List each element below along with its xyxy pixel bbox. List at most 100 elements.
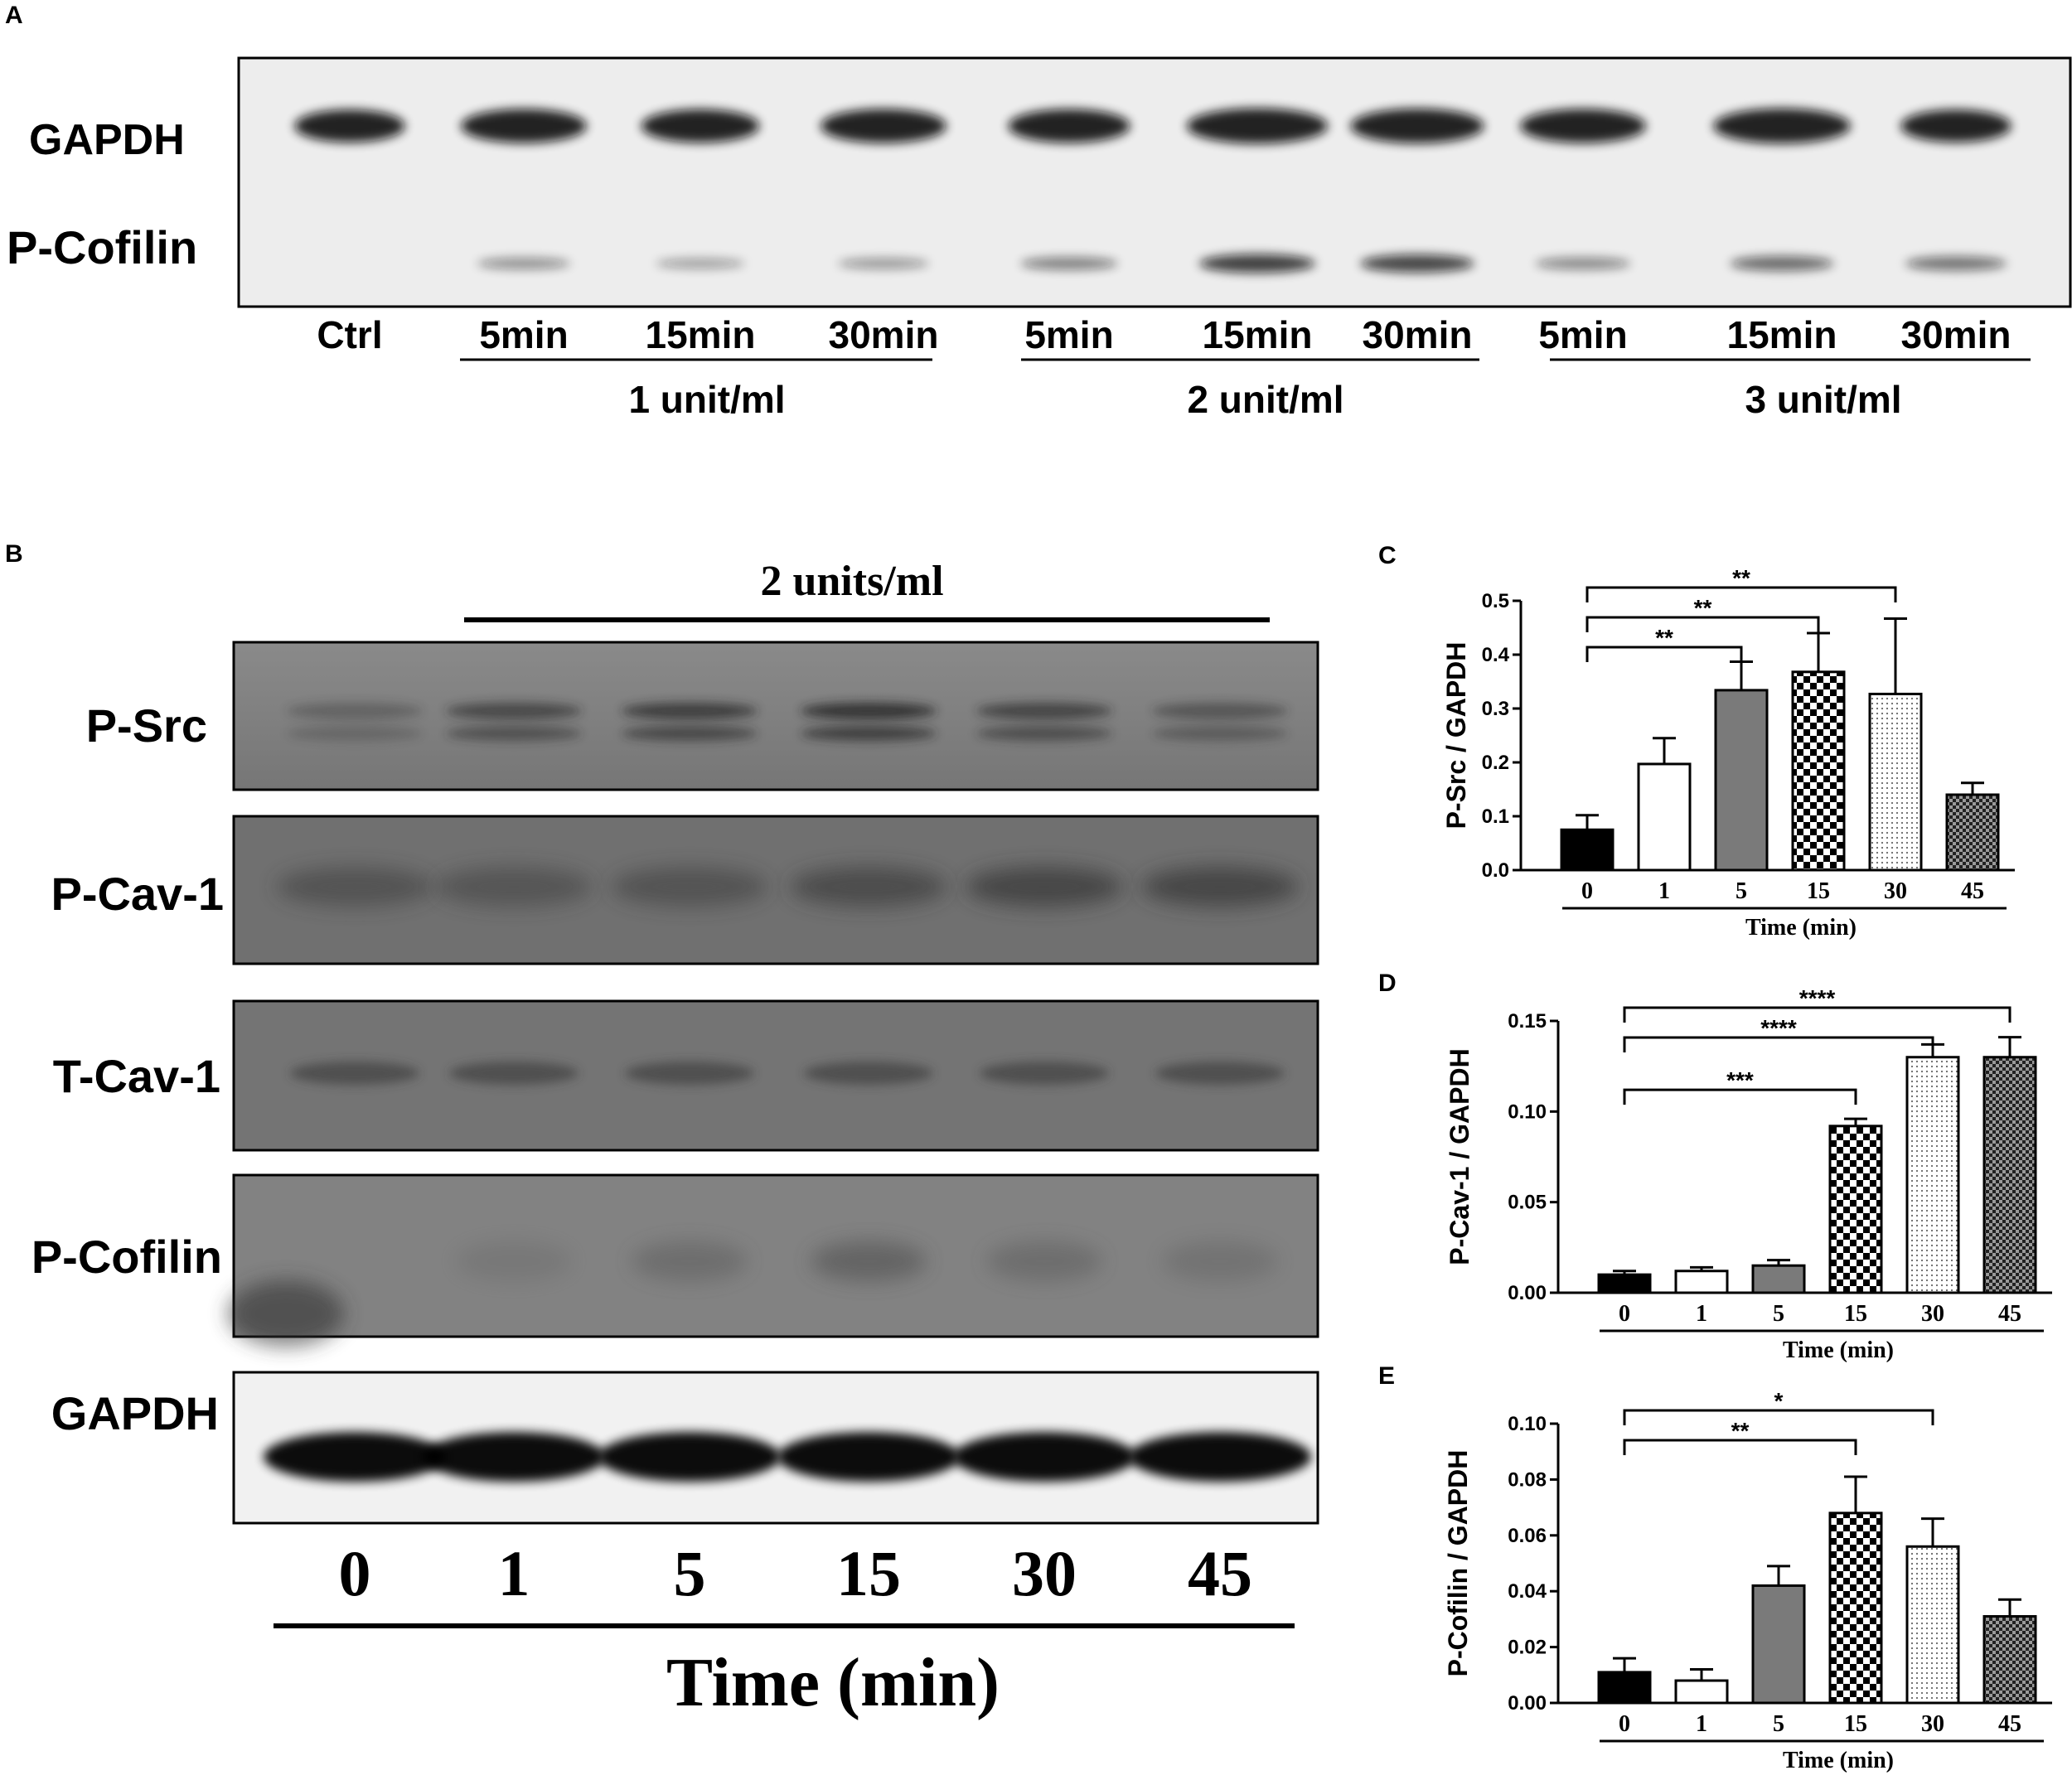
x-axis-label: Time (min) bbox=[1745, 915, 1857, 941]
x-tick-label: 30 bbox=[1921, 1711, 1944, 1737]
bar bbox=[1637, 762, 1692, 872]
pcofilin-band bbox=[838, 258, 929, 269]
chart-letter: D bbox=[1378, 970, 1397, 997]
tcav1-band bbox=[980, 1062, 1109, 1085]
y-tick-label: 0.06 bbox=[1508, 1525, 1547, 1547]
x-tick-label: 5 bbox=[1736, 878, 1747, 904]
gapdh-band bbox=[1129, 1432, 1311, 1482]
y-tick-label: 0.04 bbox=[1508, 1580, 1547, 1603]
gel-b-label-gapdh: GAPDH bbox=[51, 1387, 219, 1439]
pcofilin-band bbox=[1730, 256, 1834, 271]
psrc-band-upper bbox=[622, 703, 758, 719]
gel-b-label-pcav1: P-Cav-1 bbox=[51, 868, 224, 920]
x-tick-label: 45 bbox=[1998, 1301, 2021, 1327]
chart-e: E 0.00 0.02 0.04 0.06 0.08 0.10 P-Cofilin / GAP… bbox=[1378, 1362, 2052, 1773]
pcofilin-band bbox=[456, 1241, 572, 1281]
x-axis-label: Time (min) bbox=[1783, 1337, 1894, 1363]
x-tick-label: 5 bbox=[1773, 1711, 1784, 1737]
psrc-band-lower bbox=[976, 726, 1112, 741]
x-axis-label: Time (min) bbox=[1783, 1748, 1894, 1773]
lane-label: 15min bbox=[646, 313, 756, 356]
tcav1-band bbox=[804, 1062, 933, 1085]
gel-b-label-pcofilin: P-Cofilin bbox=[31, 1231, 222, 1283]
bar bbox=[1714, 689, 1769, 872]
pcofilin-band bbox=[632, 1241, 748, 1281]
bar bbox=[1982, 1615, 2037, 1705]
bar bbox=[1597, 1273, 1652, 1294]
x-tick-label: 30 bbox=[1884, 878, 1907, 904]
chart-letter: E bbox=[1378, 1362, 1395, 1390]
significance-label: ** bbox=[1694, 595, 1712, 621]
x-tick-label: 0 bbox=[1581, 878, 1593, 904]
gapdh-band bbox=[1713, 108, 1851, 144]
group-label-2: 2 unit/ml bbox=[1187, 378, 1343, 421]
gapdh-band bbox=[1900, 109, 2011, 143]
y-tick-label: 0.4 bbox=[1482, 644, 1510, 666]
bar bbox=[1905, 1056, 1960, 1294]
group-label-3: 3 unit/ml bbox=[1745, 378, 1901, 421]
tcav1-band bbox=[449, 1062, 579, 1085]
lane-label: 5 bbox=[674, 1537, 706, 1609]
lane-label: 30min bbox=[1901, 313, 2011, 356]
x-tick-label: 45 bbox=[1998, 1711, 2021, 1737]
x-tick-label: 30 bbox=[1921, 1301, 1944, 1327]
y-tick-label: 0.1 bbox=[1482, 805, 1509, 828]
psrc-band-upper bbox=[446, 703, 582, 719]
y-tick-label: 0.0 bbox=[1482, 859, 1509, 882]
gel-b-xlabel: Time (min) bbox=[666, 1644, 1000, 1721]
lane-label: 0 bbox=[339, 1537, 371, 1609]
y-tick-label: 0.00 bbox=[1508, 1692, 1547, 1715]
gapdh-band bbox=[423, 1432, 605, 1482]
pcav1-band bbox=[790, 867, 947, 907]
bar bbox=[1751, 1584, 1806, 1705]
y-axis-label: P-Cofilin / GAPDH bbox=[1443, 1450, 1473, 1677]
y-tick-label: 0.15 bbox=[1508, 1010, 1547, 1033]
pcofilin-band bbox=[656, 258, 745, 269]
significance-bracket bbox=[1623, 1006, 2011, 1023]
pcav1-band bbox=[1141, 867, 1299, 907]
psrc-band-upper bbox=[1152, 703, 1288, 719]
psrc-band-lower bbox=[1152, 726, 1288, 741]
y-tick-label: 0.5 bbox=[1482, 590, 1509, 612]
psrc-band-lower bbox=[287, 726, 423, 741]
group-label-1: 1 unit/ml bbox=[628, 378, 785, 421]
y-tick-label: 0.00 bbox=[1508, 1282, 1547, 1304]
significance-label: ** bbox=[1655, 625, 1673, 651]
gel-b-strip-psrc bbox=[232, 641, 1319, 791]
gapdh-band bbox=[461, 109, 587, 143]
x-tick-label: 1 bbox=[1696, 1301, 1707, 1327]
bar bbox=[1905, 1545, 1960, 1705]
gapdh-band bbox=[1008, 109, 1130, 143]
lane-label: 15min bbox=[1203, 313, 1313, 356]
pcofilin-band bbox=[1535, 257, 1631, 270]
bar bbox=[1828, 1125, 1883, 1294]
treatment-label: 2 units/ml bbox=[760, 558, 943, 605]
bar bbox=[1560, 828, 1615, 872]
significance-label: **** bbox=[1799, 985, 1836, 1011]
lane-label: 5min bbox=[1024, 313, 1113, 356]
gel-a-lane-labels: Ctrl 5min 15min 30min 5min 15min 30min 5… bbox=[317, 313, 2011, 356]
bar bbox=[1982, 1056, 2037, 1294]
psrc-band-upper bbox=[976, 703, 1112, 719]
y-tick-label: 0.10 bbox=[1508, 1100, 1547, 1123]
panel-b-letter: B bbox=[5, 540, 23, 568]
tcav1-band bbox=[1155, 1062, 1285, 1085]
y-tick-label: 0.05 bbox=[1508, 1192, 1547, 1214]
lane-label: 45 bbox=[1188, 1537, 1252, 1609]
significance-bracket bbox=[1623, 1088, 1857, 1105]
gapdh-band bbox=[294, 109, 405, 143]
gel-a-bands bbox=[294, 108, 2011, 273]
lane-label: 30 bbox=[1012, 1537, 1077, 1609]
x-tick-label: 15 bbox=[1844, 1711, 1867, 1737]
gel-b-lane-labels: 0 1 5 15 30 45 bbox=[339, 1537, 1253, 1609]
significance-bracket bbox=[1585, 616, 1820, 632]
gel-b-bands bbox=[228, 703, 1311, 1482]
panel-b: B 2 units/ml P-Src P-Cav-1 T-Cav-1 P-Cof… bbox=[5, 540, 1319, 1721]
tcav1-band bbox=[625, 1062, 754, 1085]
pcofilin-band bbox=[986, 1241, 1102, 1281]
x-tick-label: 15 bbox=[1844, 1301, 1867, 1327]
psrc-band-lower bbox=[801, 726, 937, 741]
